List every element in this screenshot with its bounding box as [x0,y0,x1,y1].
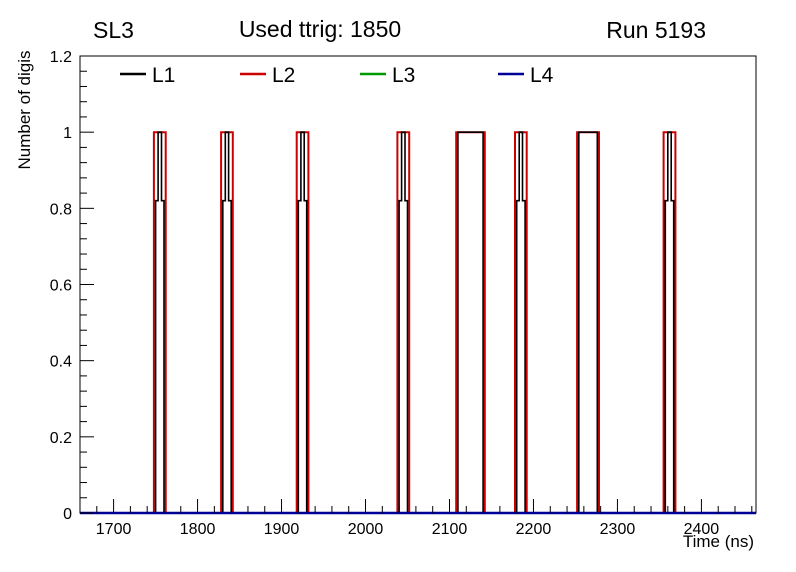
legend-label-l2: L2 [272,64,295,87]
y-tick-label: 0.6 [50,278,72,295]
y-tick-label: 1 [63,125,72,142]
x-tick-label: 1800 [180,521,216,538]
legend-label-l3: L3 [392,64,415,87]
series-l1-histogram [80,131,756,514]
series-l2-histogram [80,131,756,514]
plot-frame [79,55,757,514]
y-tick-label: 1.2 [50,49,72,66]
x-tick-label: 2400 [684,521,720,538]
x-tick-label: 2100 [432,521,468,538]
legend: L1 L2 L3 L4 [120,64,554,87]
legend-label-l4: L4 [530,64,554,87]
axis-ticks: 1700 1800 1900 2000 2100 2200 2300 2400 0 0.2 0.4 0… [50,49,753,538]
x-axis-title: Time (ns) [683,532,754,551]
pad-title: Used ttrig: 1850 [239,16,401,42]
x-tick-label: 2300 [600,521,636,538]
x-tick-label: 1700 [96,521,132,538]
y-tick-label: 0.8 [50,201,72,218]
y-axis-title: Number of digis [15,50,34,169]
series-layer [80,131,756,515]
pad-label-chamber: SL3 [93,17,134,43]
x-tick-label: 1900 [264,521,300,538]
x-tick-label: 2200 [516,521,552,538]
labels-layer: SL3 Used ttrig: 1850 Run 5193 Time (ns) … [15,16,754,551]
y-tick-label: 0 [63,506,72,523]
legend-label-l1: L1 [152,64,175,87]
frame-border [79,55,757,514]
pad-label-run: Run 5193 [606,17,706,43]
y-tick-label: 0.4 [50,354,72,371]
x-tick-label: 2000 [348,521,384,538]
y-tick-label: 0.2 [50,430,72,447]
